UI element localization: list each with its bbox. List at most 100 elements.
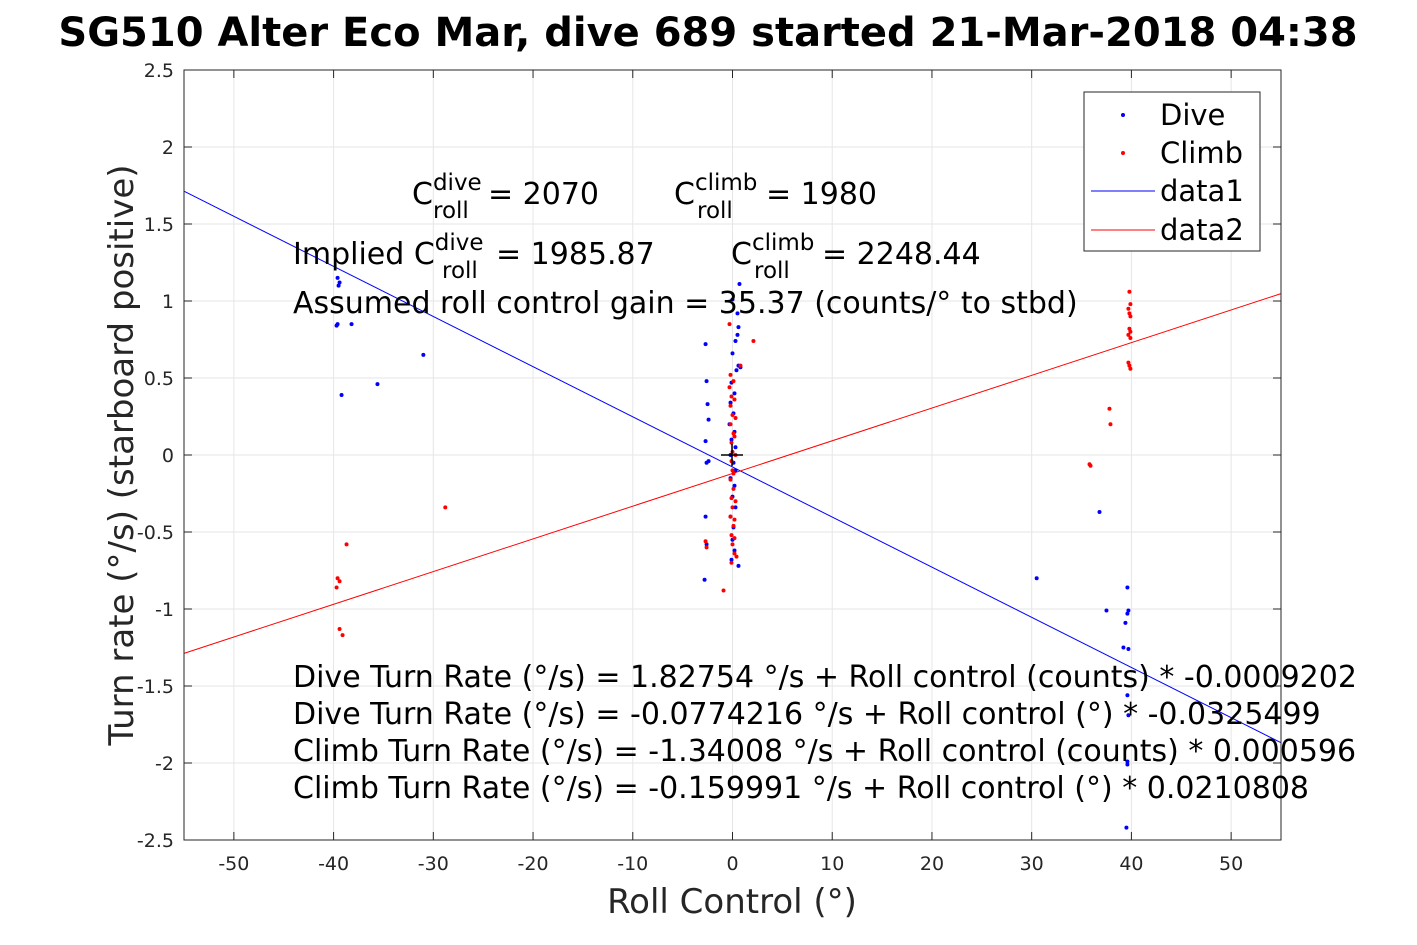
y-axis-label: Turn rate (°/s) (starboard positive) [102,164,142,746]
y-tick-label: -2 [155,753,174,775]
climb-point [1128,302,1133,307]
climb-point [731,523,736,528]
dive-point [1126,713,1131,718]
climb-point [1126,332,1131,337]
c-climb-superscript: climb [695,170,757,196]
climb-point [732,551,737,556]
climb-point [728,372,733,377]
dive-point [730,351,735,356]
implied-climb-superscript: climb [752,230,814,256]
climb-point [729,496,734,501]
x-tick-label: 10 [820,853,844,875]
dive-point [334,323,339,328]
dive-point [736,325,741,330]
gain-annotation: Assumed roll control gain = 35.37 (count… [293,286,1078,321]
climb-point [1126,360,1131,365]
climb-point [734,554,739,559]
climb-point [1127,363,1132,368]
dive-point [335,275,340,280]
dive-point [1121,645,1126,650]
y-tick-label: 2 [162,137,174,159]
fit-equation-3: Climb Turn Rate (°/s) = -1.34008 °/s + R… [293,734,1356,769]
climb-point [1128,366,1133,371]
dive-point [1034,576,1039,581]
climb-point [728,514,733,519]
chart-title: SG510 Alter Eco Mar, dive 689 started 21… [58,10,1357,56]
x-tick-label: 20 [920,853,944,875]
dive-point [704,379,709,384]
implied-dive-subscript: roll [442,258,478,284]
dive-point [1097,509,1102,514]
dive-point [1104,608,1109,613]
climb-point [731,471,736,476]
x-tick-label: -20 [518,853,549,875]
dive-point [349,322,354,327]
dive-point [733,339,738,344]
dive-point [702,577,707,582]
climb-point [727,322,732,327]
x-axis-label: Roll Control (°) [607,882,857,922]
climb-point [1126,306,1131,311]
dive-point [732,548,737,553]
climb-point [337,579,342,584]
implied-dive-superscript: dive [435,230,484,256]
climb-point [732,434,737,439]
implied-dive-value: = 1985.87 [496,237,655,272]
implied-climb-symbol: C [731,237,752,272]
climb-point [703,539,708,544]
x-tick-label: -30 [418,853,449,875]
y-tick-label: 0.5 [144,368,174,390]
data-points [334,275,1133,830]
c-dive-superscript: dive [433,170,482,196]
c-dive-subscript: roll [433,198,469,224]
climb-point [334,585,339,590]
dive-point [336,283,341,288]
dive-point [339,392,344,397]
dive-point [703,439,708,444]
dive-point [736,563,741,568]
c-climb-subscript: roll [697,198,733,224]
c-dive-symbol: C [412,177,433,212]
fit-equation-2: Dive Turn Rate (°/s) = -0.0774216 °/s + … [293,697,1321,732]
implied-dive-annotation: Implied Cdive [293,230,484,272]
legend-dive-marker [1121,113,1125,117]
dive-point [375,382,380,387]
climb-point [1128,329,1133,334]
c-climb-symbol: C [674,177,695,212]
climb-point [732,397,737,402]
y-tick-labels: -2.5 -2 -1.5 -1 -0.5 0 0.5 1 1.5 2 2.5 [137,60,174,852]
climb-point [1127,311,1132,316]
legend-data1-label: data1 [1160,174,1244,208]
dive-point [421,352,426,357]
x-tick-label: 30 [1020,853,1044,875]
dive-point [728,400,733,405]
y-tick-label: -1.5 [137,676,174,698]
dive-point [737,282,742,287]
y-tick-label: -2.5 [137,830,174,852]
climb-point [730,468,735,473]
legend: Dive Climb data1 data2 [1083,91,1261,252]
climb-point [729,533,734,538]
dive-point [730,297,735,302]
dive-point [705,402,710,407]
dive-point [1126,647,1131,652]
implied-climb-subscript: roll [754,258,790,284]
climb-point [1108,422,1113,427]
x-tick-label: -10 [617,853,648,875]
climb-point [733,416,738,421]
climb-point [1128,314,1133,319]
x-tick-labels: -50 -40 -30 -20 -10 0 10 20 30 40 50 [218,853,1243,875]
c-dive-annotation: Cdive [412,170,482,212]
dive-point [1124,825,1129,830]
climb-point [732,517,737,522]
climb-point [730,505,735,510]
climb-point [1088,463,1093,468]
c-climb-value: = 1980 [766,177,877,212]
y-tick-label: 1.5 [144,214,174,236]
climb-point [727,385,732,390]
dive-point [735,332,740,337]
climb-point [728,422,733,427]
dive-point [1125,762,1130,767]
axis-ticks [184,69,1281,841]
